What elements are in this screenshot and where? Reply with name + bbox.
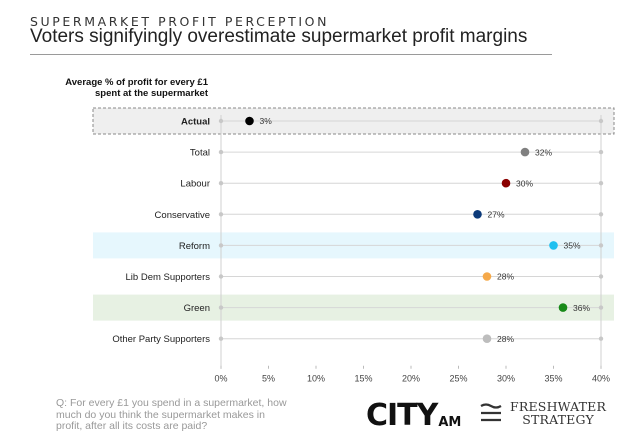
dot-plot-chart: Actual 3% Total 32% Labour 30% Conservative 27%… bbox=[92, 107, 615, 384]
freshwater-strategy-logo: FRESHWATER STRATEGY bbox=[480, 400, 606, 426]
x-tick-label: 15% bbox=[354, 374, 372, 384]
data-label: 27% bbox=[488, 210, 505, 220]
data-label: 28% bbox=[497, 272, 514, 282]
row-end-dot bbox=[598, 305, 604, 310]
y-axis-title-line2: spent at the supermarket bbox=[95, 88, 208, 99]
row-end-dot bbox=[598, 274, 604, 279]
x-tick-label: 40% bbox=[592, 374, 610, 384]
survey-question-line1: Q: For every £1 you spend in a supermark… bbox=[56, 397, 287, 409]
category-label: Lib Dem Supporters bbox=[126, 272, 211, 283]
x-tick-label: 25% bbox=[449, 374, 467, 384]
data-point bbox=[549, 241, 558, 250]
data-point bbox=[245, 116, 254, 126]
x-axis-ticks: 0% 5% 10% 15% 20% 25% 30% 35% 40% bbox=[214, 365, 610, 384]
title-divider bbox=[30, 54, 552, 55]
y-axis-title-line1: Average % of profit for every £1 bbox=[65, 77, 208, 88]
cityam-logo-sub: AM bbox=[438, 415, 462, 430]
x-tick-label: 30% bbox=[497, 374, 515, 384]
x-tick-label: 0% bbox=[214, 374, 227, 384]
x-tick-label: 10% bbox=[307, 374, 325, 384]
category-label: Conservative bbox=[155, 210, 210, 221]
category-label: Total bbox=[190, 148, 210, 159]
row-end-dot bbox=[218, 243, 224, 248]
row-end-dot bbox=[598, 181, 604, 186]
data-label: 32% bbox=[535, 147, 552, 157]
y-axis-title: Average % of profit for every £1 spent a… bbox=[40, 77, 208, 99]
category-label: Green bbox=[184, 303, 210, 314]
category-label: Actual bbox=[181, 117, 210, 128]
cityam-logo: CITY AM bbox=[366, 396, 461, 432]
row-end-dot bbox=[218, 274, 224, 279]
x-tick-label: 35% bbox=[544, 374, 562, 384]
freshwater-logo-line1: FRESHWATER bbox=[510, 399, 607, 414]
row-end-dot bbox=[218, 336, 224, 341]
data-label: 30% bbox=[516, 178, 533, 188]
data-label: 3% bbox=[260, 116, 273, 126]
x-tick-label: 20% bbox=[402, 374, 420, 384]
chart-rows: Actual 3% Total 32% Labour 30% Conservative 27%… bbox=[112, 116, 604, 345]
chart-kicker: SUPERMARKET PROFIT PERCEPTION bbox=[30, 14, 330, 29]
category-label: Reform bbox=[179, 241, 210, 252]
three-lines-icon bbox=[480, 403, 502, 422]
survey-question-line2: much do you think the supermarket makes … bbox=[56, 408, 265, 421]
row-end-dot bbox=[218, 118, 224, 124]
data-label: 28% bbox=[497, 334, 514, 344]
row-end-dot bbox=[218, 305, 224, 310]
row-end-dot bbox=[598, 243, 604, 248]
data-point bbox=[482, 272, 492, 281]
row-end-dot bbox=[218, 212, 224, 217]
x-tick-label: 5% bbox=[262, 374, 275, 384]
freshwater-logo-line2: STRATEGY bbox=[522, 412, 594, 427]
row-end-dot bbox=[218, 149, 224, 155]
data-label: 36% bbox=[573, 303, 590, 313]
vertical-gridlines bbox=[220, 115, 602, 369]
data-point bbox=[482, 334, 492, 344]
row-end-dot bbox=[598, 212, 604, 217]
data-point bbox=[501, 178, 511, 188]
survey-question: Q: For every £1 you spend in a supermark… bbox=[56, 397, 336, 433]
cityam-logo-main: CITY bbox=[366, 398, 438, 433]
row-end-dot bbox=[598, 149, 604, 155]
row-end-dot bbox=[218, 181, 224, 186]
category-label: Labour bbox=[180, 179, 210, 190]
row-end-dot bbox=[598, 118, 604, 124]
row-end-dot bbox=[598, 336, 604, 341]
chart-title: Voters signifyingly overestimate superma… bbox=[30, 26, 528, 47]
data-point bbox=[520, 147, 530, 157]
data-label: 35% bbox=[564, 241, 581, 251]
data-point bbox=[558, 303, 568, 312]
survey-question-line3: profit, after all its costs are paid? bbox=[56, 420, 208, 432]
category-label: Other Party Supporters bbox=[112, 334, 210, 345]
data-point bbox=[473, 210, 482, 219]
